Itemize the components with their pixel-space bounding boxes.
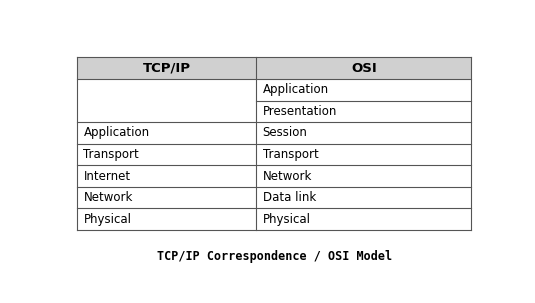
Text: TCP/IP Correspondence / OSI Model: TCP/IP Correspondence / OSI Model xyxy=(157,250,392,263)
Bar xyxy=(256,187,471,208)
Text: Physical: Physical xyxy=(83,213,132,226)
Bar xyxy=(256,101,471,122)
Bar xyxy=(256,122,471,144)
Bar xyxy=(77,165,256,187)
Text: Network: Network xyxy=(83,191,133,204)
Text: Presentation: Presentation xyxy=(263,105,337,118)
Text: Physical: Physical xyxy=(263,213,311,226)
Bar xyxy=(256,165,471,187)
Text: Transport: Transport xyxy=(83,148,139,161)
Text: Network: Network xyxy=(263,170,312,182)
Bar xyxy=(77,57,471,79)
Bar xyxy=(256,144,471,165)
Text: Transport: Transport xyxy=(263,148,318,161)
Text: OSI: OSI xyxy=(351,62,377,75)
Text: Internet: Internet xyxy=(83,170,131,182)
Bar xyxy=(77,122,256,144)
Bar xyxy=(77,187,256,208)
Bar xyxy=(256,208,471,230)
Text: Data link: Data link xyxy=(263,191,316,204)
Text: TCP/IP: TCP/IP xyxy=(143,62,191,75)
Bar xyxy=(256,79,471,101)
Text: Application: Application xyxy=(83,126,150,139)
Text: Session: Session xyxy=(263,126,308,139)
Bar xyxy=(77,208,256,230)
Text: Application: Application xyxy=(263,83,329,96)
Bar xyxy=(77,79,256,122)
Bar xyxy=(77,144,256,165)
